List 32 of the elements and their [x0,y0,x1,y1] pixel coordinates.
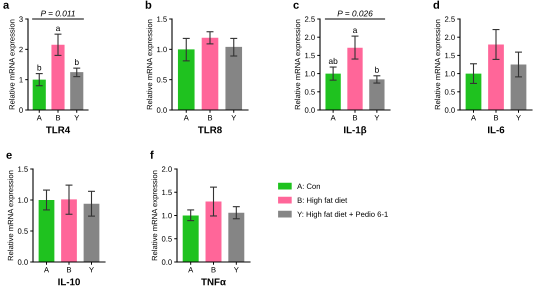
chart-title: b [146,0,152,9]
x-axis-title: TNFα [201,278,226,286]
chart-title: a [3,2,10,9]
bar [32,80,46,110]
bar [510,64,526,110]
x-axis-title: IL-10 [58,278,80,286]
bar [70,72,84,110]
annotation: a [56,26,60,32]
annotation: b [375,66,379,73]
bar [466,74,482,110]
chart-title: d [433,0,440,9]
x-axis-title: TLR8 [198,126,222,134]
annotation: ab [328,58,338,64]
bar [225,46,242,110]
annotation: a [353,28,358,34]
annotation: b [37,64,42,71]
x-axis-title: IL-1β [344,126,366,136]
annotation: b [74,58,79,66]
bar [325,74,341,110]
bar [178,49,195,110]
bar [369,79,385,110]
chart-title: f [150,150,154,159]
x-axis-title: IL-6 [488,126,504,134]
bar [202,38,218,110]
bar [347,48,363,110]
bar [51,44,65,110]
chart-title: c [293,2,299,9]
text: P = 0.011 [40,10,75,16]
x-axis-title: TLR4 [46,126,70,134]
bar [488,44,504,110]
text: P = 0.026 [337,10,373,16]
chart-title: e [6,152,12,159]
